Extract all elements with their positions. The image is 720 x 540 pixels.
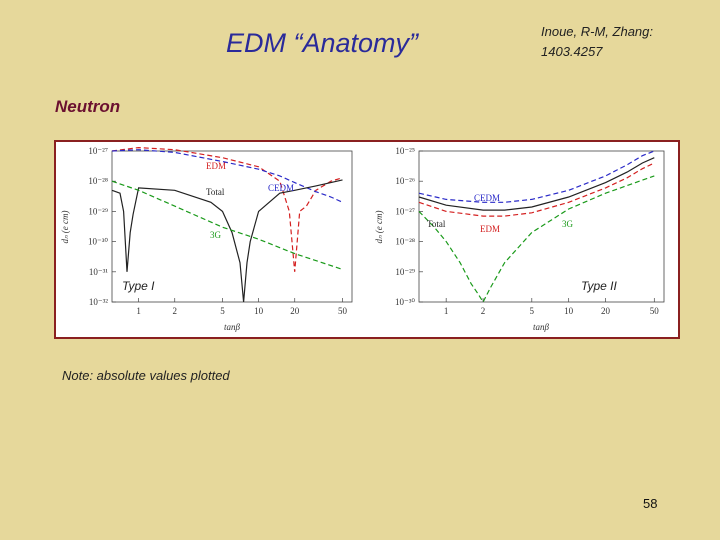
series-line-edm <box>418 162 655 217</box>
type1-curve-label-cedm: CEDM <box>268 183 294 193</box>
reference-text: Inoue, R-M, Zhang: 1403.4257 <box>541 24 653 59</box>
x-tick-label: 1 <box>136 306 141 316</box>
y-tick-label: 10⁻²⁷ <box>395 206 415 216</box>
x-tick-label: 2 <box>172 306 177 316</box>
type2-curve-label-3g: 3G <box>562 219 574 229</box>
x-tick-label: 10 <box>254 306 264 316</box>
y-tick-label: 10⁻³¹ <box>89 267 108 277</box>
type2-curve-label-total: Total <box>427 219 446 229</box>
type2-curve-label-edm: EDM <box>480 224 500 234</box>
y-tick-label: 10⁻²⁸ <box>395 237 415 247</box>
y-tick-label: 10⁻²⁹ <box>395 267 415 277</box>
x-tick-label: 20 <box>601 306 611 316</box>
note-text: Note: absolute values plotted <box>62 368 230 383</box>
y-tick-label: 10⁻²⁹ <box>88 206 108 216</box>
type2-label: Type II <box>581 279 617 293</box>
y-tick-label: 10⁻³⁰ <box>88 237 108 247</box>
y-tick-label: 10⁻²⁶ <box>395 176 415 186</box>
type1-plot-frame <box>111 150 353 303</box>
page-number: 58 <box>643 496 658 511</box>
x-tick-label: 2 <box>481 306 486 316</box>
x-tick-label: 50 <box>650 306 660 316</box>
type1-ylabel: dₙ (e cm) <box>60 210 70 243</box>
series-line-cedm <box>111 149 343 203</box>
type2-plot-frame <box>418 150 665 303</box>
series-line-total <box>111 179 343 303</box>
chart-panel: 10⁻²⁷ 10⁻²⁸ 10⁻²⁹ 10⁻³⁰ 10⁻³¹ 10⁻³² 1 2 5 10 20 50 … <box>54 140 680 339</box>
type1-label: Type I <box>122 279 155 293</box>
y-tick-label: 10⁻³² <box>89 297 108 307</box>
section-label: Neutron <box>55 97 121 116</box>
x-tick-label: 10 <box>564 306 574 316</box>
y-tick-label: 10⁻²⁷ <box>88 146 108 156</box>
y-tick-label: 10⁻³⁰ <box>395 297 415 307</box>
type1-curve-label-total: Total <box>206 187 225 197</box>
type1-curve-label-3g: 3G <box>210 230 222 240</box>
y-tick-label: 10⁻²⁸ <box>88 176 108 186</box>
series-line-edm <box>111 146 343 272</box>
series-line-cedm <box>418 150 655 203</box>
x-tick-label: 5 <box>530 306 535 316</box>
x-tick-label: 20 <box>290 306 300 316</box>
type1-curve-label-edm: EDM <box>206 161 226 171</box>
type2-curve-label-cedm: CEDM <box>474 193 500 203</box>
type2-xlabel: tanβ <box>533 322 550 332</box>
x-tick-label: 50 <box>338 306 348 316</box>
series-line-3g <box>111 180 343 270</box>
series-line-3g <box>418 175 655 304</box>
slide-title: EDM “Anatomy” <box>226 28 419 58</box>
x-tick-label: 1 <box>444 306 449 316</box>
x-tick-label: 5 <box>220 306 225 316</box>
series-line-total <box>418 157 655 211</box>
type1-xlabel: tanβ <box>224 322 241 332</box>
type2-ylabel: dₙ (e cm) <box>374 210 384 243</box>
y-tick-label: 10⁻²⁵ <box>395 146 415 156</box>
